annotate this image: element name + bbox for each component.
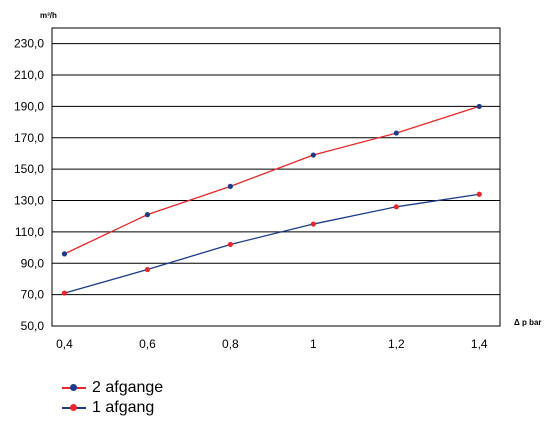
- y-tick-label: 150,0: [14, 162, 44, 176]
- legend-label: 1 afgang: [92, 399, 155, 416]
- x-tick-label: 1,2: [388, 337, 405, 351]
- y-tick-label: 50,0: [21, 319, 45, 333]
- gridlines: [52, 43, 500, 327]
- data-point: [61, 251, 68, 257]
- data-point: [144, 212, 151, 218]
- data-point: [476, 103, 482, 110]
- x-tick-label: 1,4: [471, 337, 488, 351]
- y-tick-label: 170,0: [14, 131, 44, 145]
- y-tick-label: 70,0: [21, 288, 45, 302]
- data-point: [61, 290, 68, 296]
- legend-label: 2 afgange: [92, 379, 164, 396]
- y-tick-label: 190,0: [14, 99, 44, 113]
- x-tick-labels: 0,4 0,6 0,8 1 1,2 1,4: [56, 337, 488, 351]
- series-line: [64, 193, 480, 294]
- x-tick-label: 0,4: [56, 337, 73, 351]
- legend: 2 afgange 1 afgang: [62, 378, 163, 418]
- y-tick-label: 130,0: [14, 194, 44, 208]
- data-point: [144, 266, 151, 273]
- series-lines: [61, 103, 482, 296]
- data-point: [393, 130, 399, 136]
- y-tick-labels: 50,0 70,0 90,0 110,0 130,0 150,0 170,0 190,0 210…: [14, 37, 44, 333]
- x-tick-label: 0,8: [222, 337, 239, 351]
- legend-item: 1 afgang: [62, 398, 163, 418]
- y-tick-label: 230,0: [14, 37, 44, 51]
- y-tick-label: 210,0: [14, 68, 44, 82]
- legend-item: 2 afgange: [62, 378, 163, 398]
- y-tick-label: 90,0: [21, 256, 45, 270]
- data-point: [310, 152, 316, 158]
- y-tick-label: 110,0: [15, 225, 44, 239]
- x-tick-label: 1: [310, 337, 317, 351]
- plot-frame: [51, 27, 501, 327]
- y-axis-label: m³/h: [40, 11, 57, 20]
- data-point: [227, 241, 233, 248]
- series-line: [64, 105, 480, 255]
- chart: 50,0 70,0 90,0 110,0 130,0 150,0 170,0 190,0 210…: [14, 11, 542, 351]
- data-point: [310, 221, 316, 227]
- x-axis-label: Δ p bar: [514, 318, 542, 327]
- x-tick-label: 0,6: [139, 337, 156, 351]
- data-point: [393, 204, 399, 210]
- data-point: [476, 191, 482, 197]
- legend-swatch: [62, 382, 86, 394]
- legend-swatch: [62, 402, 86, 414]
- data-point: [227, 183, 233, 190]
